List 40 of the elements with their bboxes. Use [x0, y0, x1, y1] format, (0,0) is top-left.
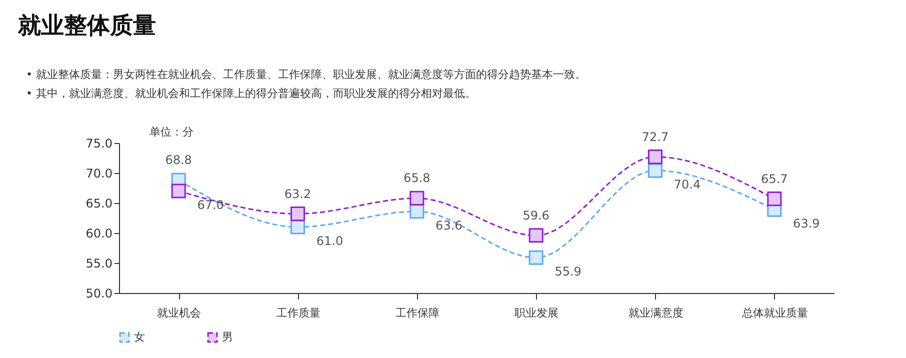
- x-tick-label: 就业机会: [157, 306, 202, 320]
- text: • 就业整体质量：男女两性在就业机会、工作质量、工作保障、职业发展、就业满意度等方面的得分趋势基本一致。: [26, 67, 586, 83]
- x-tick-label: 职业发展: [514, 306, 559, 320]
- y-tick-label: 65.0: [86, 196, 112, 210]
- point: [290, 206, 306, 222]
- data-label: 63.6: [436, 218, 462, 232]
- x-tick-label: 工作质量: [276, 306, 320, 320]
- x-tick-label: 工作保障: [395, 306, 440, 320]
- y-tick-label: 55.0: [86, 256, 112, 270]
- data-label: 65.8: [404, 171, 430, 186]
- y-tick-label: 60.0: [86, 226, 112, 240]
- data-label: 55.9: [554, 264, 582, 279]
- y-tick-label: 50.0: [86, 286, 112, 300]
- point: [767, 192, 782, 206]
- point: [648, 163, 663, 178]
- text: • 其中，就业满意度、就业机会和工作保障上的得分普遍较高，而职业发展的得分相对最低。: [26, 86, 477, 102]
- chart-title: 就业整体质量: [18, 12, 156, 41]
- y-tick-label: 75.0: [86, 136, 112, 150]
- data-label: 61.0: [316, 234, 344, 248]
- point: [171, 184, 186, 198]
- data-label: 70.4: [674, 178, 701, 192]
- data-label: 68.8: [165, 153, 192, 168]
- data-label: 59.6: [522, 208, 550, 222]
- point: [648, 150, 663, 164]
- point: [528, 250, 544, 265]
- x-tick-label: 总体就业质量: [740, 306, 808, 320]
- y-axis-title: 单位：分: [150, 126, 194, 138]
- legend-label: 女: [134, 330, 145, 344]
- x-tick-label: 就业满意度: [628, 306, 684, 320]
- point: [410, 204, 424, 219]
- data-label: 72.7: [642, 130, 669, 144]
- data-label: 67.0: [197, 198, 224, 212]
- point: [528, 228, 544, 243]
- y-tick-label: 70.0: [86, 166, 112, 180]
- legend-label: 男: [222, 330, 233, 344]
- data-label: 65.7: [761, 172, 788, 186]
- point: [290, 220, 306, 234]
- data-label: 63.2: [284, 186, 312, 201]
- data-label: 63.9: [793, 216, 820, 231]
- point: [410, 190, 424, 206]
